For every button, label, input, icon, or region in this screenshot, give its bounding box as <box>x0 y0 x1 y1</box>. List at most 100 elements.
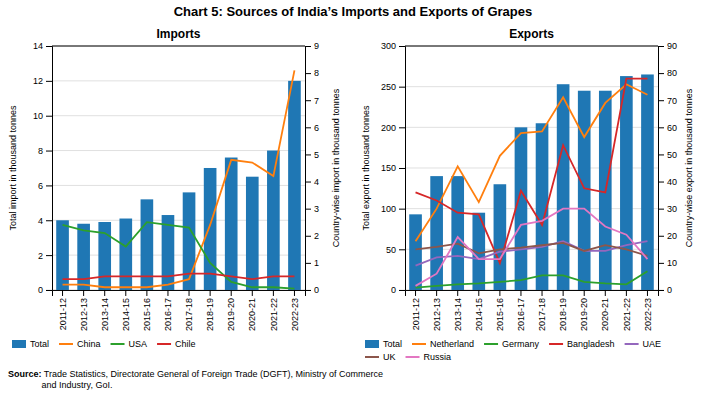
tick: 50 <box>658 150 677 160</box>
axis-line <box>46 47 53 291</box>
x-axis: 2011-122012-132013-142014-152015-162016-… <box>406 290 659 331</box>
tick-label: 3 <box>314 204 319 214</box>
chart-svg: Chart 5: Sources of India’s Imports and … <box>0 0 706 395</box>
tick-label: 50 <box>667 150 677 160</box>
tick-mark <box>294 290 295 296</box>
tick-mark <box>305 46 311 47</box>
tick-label: 20 <box>667 231 677 241</box>
legend-item: Chile <box>157 339 196 349</box>
tick-mark <box>658 46 664 47</box>
legend-label: Netherland <box>430 339 474 349</box>
tick-label: 2012-13 <box>432 298 442 331</box>
legend-label: China <box>77 339 101 349</box>
tick-mark <box>399 290 405 291</box>
tick-mark <box>305 154 311 155</box>
source-line: Trade Statistics, Directorate General of… <box>42 369 384 379</box>
legend-swatch <box>111 343 125 345</box>
bar <box>557 84 570 290</box>
tick: 80 <box>658 68 677 78</box>
tick: 90 <box>658 41 677 51</box>
tick: 10 <box>658 258 677 268</box>
bar <box>641 74 654 290</box>
tick: 0 <box>305 285 319 295</box>
y2-axis-label: Country-wise import in thousand tonnes <box>331 88 341 247</box>
tick: 40 <box>658 177 677 187</box>
tick: 10 <box>33 111 52 121</box>
tick-mark <box>658 154 664 155</box>
tick-mark <box>399 46 405 47</box>
tick: 150 <box>381 163 405 173</box>
bar <box>620 76 633 290</box>
axis-line <box>306 47 312 291</box>
tick: 2 <box>305 231 319 241</box>
tick: 2021-22 <box>269 290 279 331</box>
tick-mark <box>457 290 458 296</box>
tick-mark <box>104 290 105 296</box>
panel: 0246810121401234567892011-122012-132013-… <box>8 27 341 349</box>
tick: 9 <box>305 41 319 51</box>
tick: 2015-16 <box>495 290 505 331</box>
tick-label: 12 <box>33 76 43 86</box>
tick-label: 2020-21 <box>247 298 257 331</box>
tick-mark <box>46 255 52 256</box>
tick-label: 60 <box>667 123 677 133</box>
marks <box>409 74 654 290</box>
y2-axis-label: Country-wise export in thousand tonnes <box>684 88 694 247</box>
tick-mark <box>436 290 437 296</box>
tick: 2015-16 <box>142 290 152 331</box>
tick-label: 300 <box>381 41 396 51</box>
tick: 2018-19 <box>205 290 215 331</box>
tick: 2021-22 <box>622 290 632 331</box>
tick: 2019-20 <box>579 290 589 331</box>
source-line: and Industry, GoI. <box>42 380 113 390</box>
tick-label: 2019-20 <box>226 298 236 331</box>
tick-label: 2015-16 <box>495 298 505 331</box>
legend: TotalNetherlandGermanyBangladeshUAEUKRus… <box>365 339 661 362</box>
line <box>63 70 295 287</box>
grid-line <box>405 46 658 47</box>
tick-mark <box>658 263 664 264</box>
tick-mark <box>62 290 63 296</box>
axis-line <box>406 290 659 296</box>
panel-title: Exports <box>509 27 554 41</box>
marks <box>56 70 301 290</box>
bar <box>451 176 464 290</box>
tick-label: 2021-22 <box>622 298 632 331</box>
tick-label: 2020-21 <box>600 298 610 331</box>
legend-item: Russia <box>406 352 452 362</box>
tick-label: 2 <box>314 231 319 241</box>
tick-label: 0 <box>667 285 672 295</box>
tick: 2011-12 <box>411 290 421 330</box>
bar <box>246 177 259 290</box>
tick-label: 50 <box>386 245 396 255</box>
tick-label: 250 <box>381 82 396 92</box>
grid <box>405 46 658 290</box>
tick-mark <box>252 290 253 296</box>
tick: 70 <box>658 96 677 106</box>
line <box>416 209 648 286</box>
tick: 2013-14 <box>453 290 463 331</box>
bar <box>77 224 90 290</box>
legend-label: Total <box>383 339 402 349</box>
axis-line <box>659 47 665 291</box>
tick-label: 2016-17 <box>163 298 173 331</box>
tick: 250 <box>381 82 405 92</box>
tick-mark <box>658 236 664 237</box>
tick: 2012-13 <box>432 290 442 331</box>
tick-label: 2019-20 <box>579 298 589 331</box>
tick-mark <box>658 100 664 101</box>
bar <box>204 168 217 290</box>
legend-item: UAE <box>625 339 662 349</box>
legend-label: USA <box>129 339 148 349</box>
source-label: Source: <box>8 369 42 379</box>
tick-mark <box>520 290 521 296</box>
tick: 2011-12 <box>58 290 68 330</box>
tick: 2014-15 <box>474 290 484 331</box>
tick-mark <box>658 209 664 210</box>
tick: 2019-20 <box>226 290 236 331</box>
source-text: Trade Statistics, Directorate General of… <box>42 369 384 390</box>
tick: 0 <box>658 285 672 295</box>
tick-label: 0 <box>38 285 43 295</box>
tick-mark <box>658 182 664 183</box>
legend-swatch <box>406 356 420 358</box>
